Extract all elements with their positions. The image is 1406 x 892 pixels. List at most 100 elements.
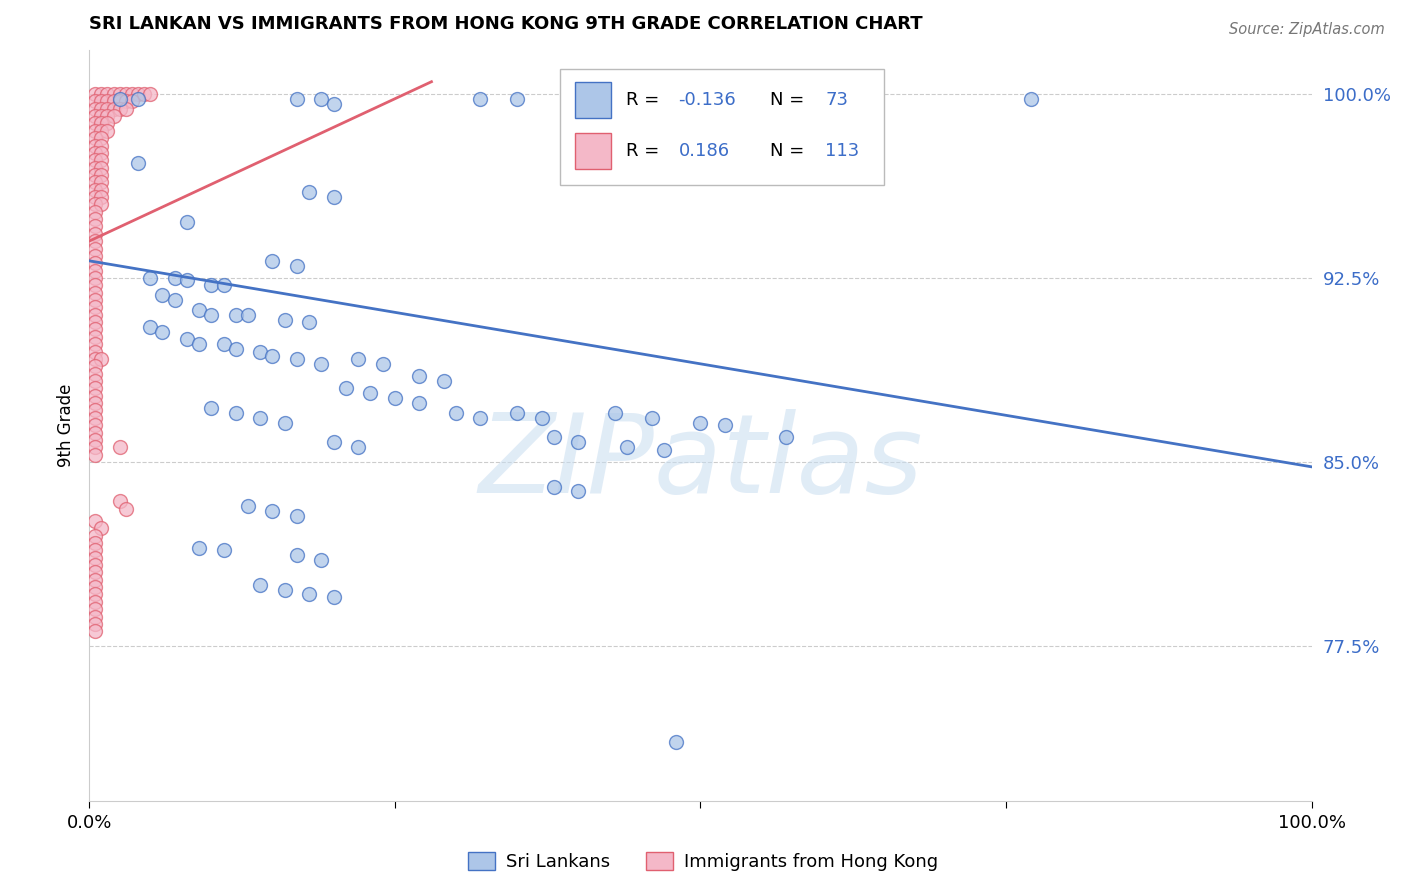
Point xyxy=(188,337,211,351)
Point xyxy=(84,587,107,601)
Point xyxy=(90,145,112,160)
Point xyxy=(176,214,198,228)
Point xyxy=(84,543,107,558)
Point xyxy=(188,541,211,555)
Point xyxy=(84,131,107,145)
Point xyxy=(212,337,235,351)
Point xyxy=(689,416,711,430)
Point xyxy=(200,401,222,415)
Point xyxy=(108,87,131,101)
Point xyxy=(285,508,308,523)
Text: SRI LANKAN VS IMMIGRANTS FROM HONG KONG 9TH GRADE CORRELATION CHART: SRI LANKAN VS IMMIGRANTS FROM HONG KONG … xyxy=(89,15,922,33)
Point xyxy=(811,92,834,106)
Point xyxy=(84,624,107,639)
Point xyxy=(298,315,321,329)
Point xyxy=(84,242,107,256)
Point xyxy=(371,357,394,371)
Point xyxy=(84,374,107,388)
Point xyxy=(322,96,344,111)
Point xyxy=(96,116,118,130)
Point xyxy=(90,521,112,535)
Point xyxy=(90,161,112,175)
Point xyxy=(84,381,107,395)
Point xyxy=(84,197,107,211)
Point xyxy=(84,124,107,138)
Point xyxy=(84,145,107,160)
Point xyxy=(249,344,271,359)
Point xyxy=(84,263,107,277)
Point xyxy=(114,102,136,116)
Point xyxy=(163,293,186,307)
Point xyxy=(274,416,297,430)
Point xyxy=(212,278,235,293)
Point xyxy=(84,344,107,359)
Point xyxy=(225,342,247,356)
Point xyxy=(108,92,131,106)
Text: Source: ZipAtlas.com: Source: ZipAtlas.com xyxy=(1229,22,1385,37)
Point xyxy=(1019,92,1042,106)
Point xyxy=(103,95,125,109)
Point xyxy=(543,430,565,444)
Point xyxy=(236,499,259,513)
Point xyxy=(408,369,430,384)
Point xyxy=(84,536,107,550)
Text: 73: 73 xyxy=(825,91,848,109)
Point xyxy=(84,161,107,175)
Point xyxy=(84,528,107,542)
Point xyxy=(163,271,186,285)
Point xyxy=(408,396,430,410)
Point xyxy=(139,87,162,101)
Point xyxy=(90,183,112,197)
Point xyxy=(90,95,112,109)
Point xyxy=(84,293,107,307)
Point xyxy=(90,190,112,204)
Point xyxy=(84,175,107,189)
Point xyxy=(96,87,118,101)
Point xyxy=(84,616,107,631)
Point xyxy=(384,391,406,405)
Point xyxy=(84,168,107,182)
Point xyxy=(470,92,492,106)
Point xyxy=(603,406,626,420)
Point xyxy=(84,573,107,587)
Point xyxy=(84,87,107,101)
Point xyxy=(225,406,247,420)
Text: R =: R = xyxy=(626,91,659,109)
Text: -0.136: -0.136 xyxy=(679,91,737,109)
Point xyxy=(652,442,675,457)
Point xyxy=(103,109,125,123)
Point xyxy=(84,566,107,580)
Point xyxy=(311,357,333,371)
Point xyxy=(84,308,107,322)
Point xyxy=(298,185,321,199)
Point xyxy=(84,234,107,248)
Point xyxy=(108,102,131,116)
Text: ZIPatlas: ZIPatlas xyxy=(478,409,922,516)
Point xyxy=(90,168,112,182)
Point xyxy=(714,418,737,433)
Point xyxy=(236,308,259,322)
Point xyxy=(311,92,333,106)
Point xyxy=(84,256,107,270)
Point xyxy=(200,308,222,322)
Point xyxy=(775,430,797,444)
Point xyxy=(84,271,107,285)
Point xyxy=(114,87,136,101)
Point xyxy=(322,190,344,204)
Point xyxy=(84,212,107,227)
Point xyxy=(84,116,107,130)
Point xyxy=(84,403,107,417)
Point xyxy=(84,190,107,204)
Text: N =: N = xyxy=(770,91,804,109)
Point xyxy=(84,359,107,374)
Point xyxy=(152,288,174,302)
Point xyxy=(90,197,112,211)
Point xyxy=(335,381,357,395)
Point xyxy=(347,351,370,366)
Point xyxy=(262,350,284,364)
Point xyxy=(108,494,131,508)
Point xyxy=(506,406,529,420)
Point xyxy=(530,410,553,425)
Point xyxy=(139,320,162,334)
Point xyxy=(84,109,107,123)
